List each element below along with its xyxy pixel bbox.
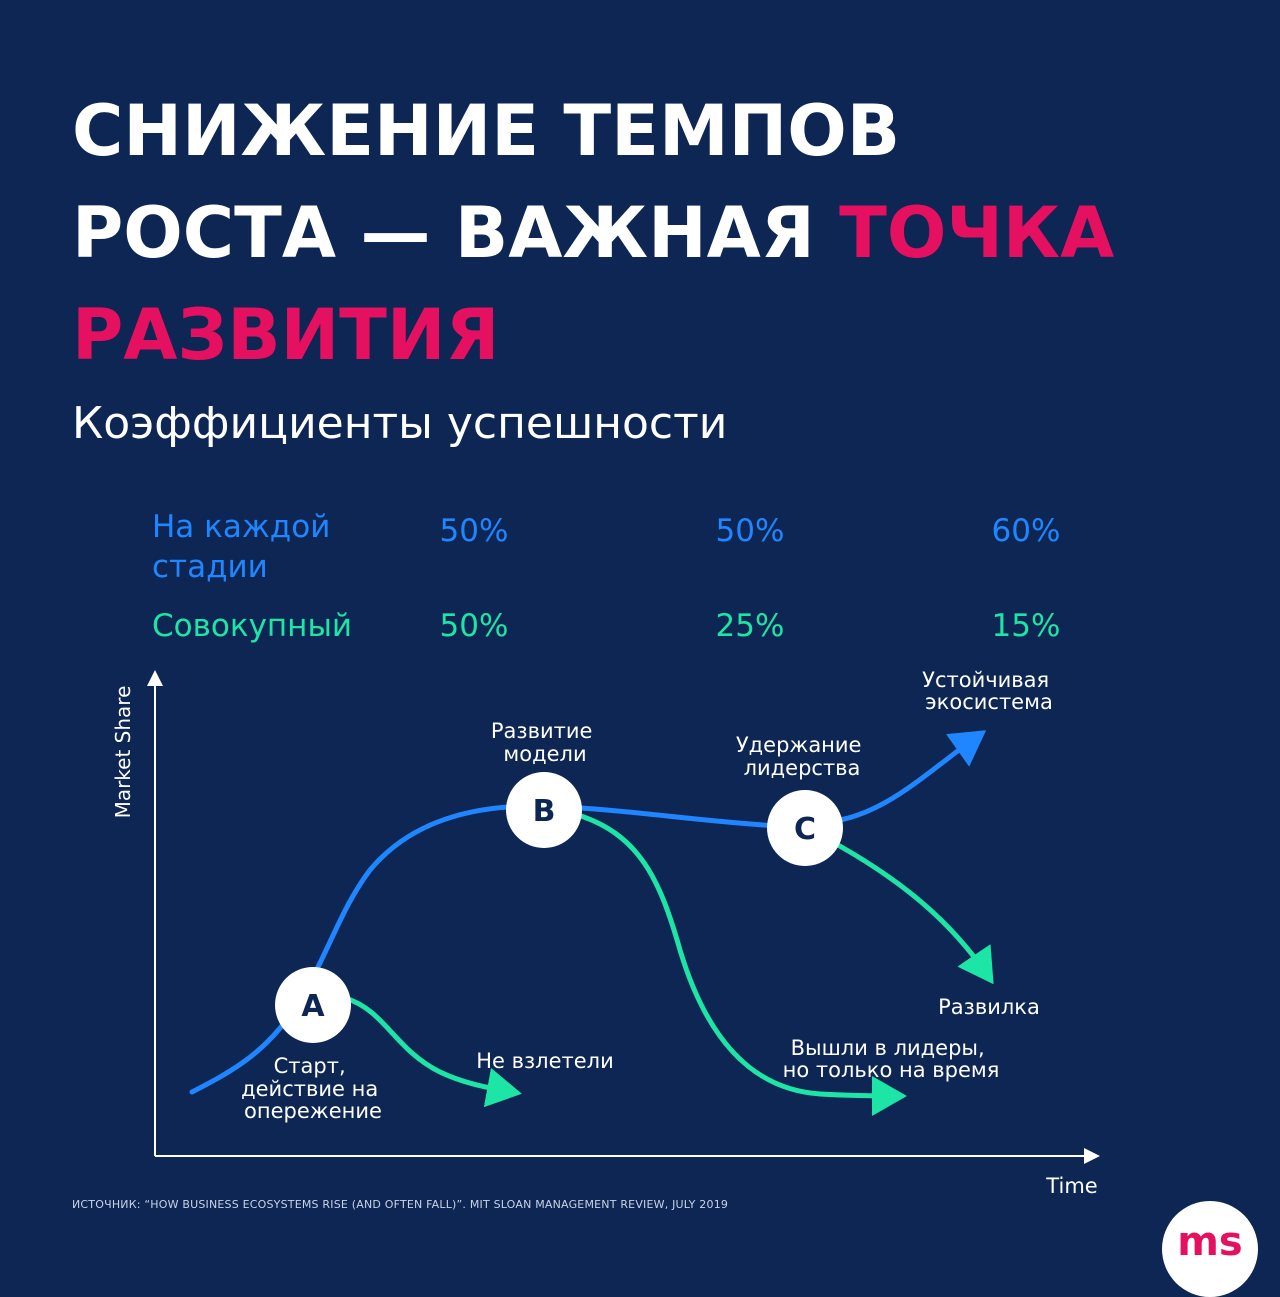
- label-model-development: Развитие модели: [491, 719, 599, 766]
- main-growth-curve: [189, 803, 783, 1095]
- source-note: ИСТОЧНИК: “HOW BUSINESS ECOSYSTEMS RISE …: [72, 1198, 729, 1211]
- cumulative-value-b: 25%: [715, 608, 785, 644]
- logo-text: ms: [1177, 1219, 1243, 1265]
- title-line-3: РАЗВИТИЯ: [72, 294, 500, 376]
- per-stage-value-b: 50%: [715, 513, 785, 549]
- per-stage-value-c: 60%: [991, 513, 1061, 549]
- y-axis: [147, 670, 163, 1156]
- branch-temporary-leaders: [575, 812, 907, 1116]
- y-axis-label: Market Share: [111, 686, 135, 819]
- label-start: Старт, действие на опережение: [241, 1054, 385, 1123]
- cumulative-label: Совокупный: [152, 608, 353, 644]
- cumulative-value-c: 15%: [991, 608, 1061, 644]
- title-line-1: СНИЖЕНИЕ ТЕМПОВ: [72, 90, 901, 172]
- y-axis-arrow-icon: [147, 670, 163, 686]
- x-axis-label: Time: [1045, 1174, 1097, 1198]
- ms-logo: ms: [1162, 1201, 1258, 1297]
- branch-fork: [835, 842, 994, 985]
- x-axis: [155, 1148, 1100, 1164]
- node-a: A: [275, 967, 351, 1043]
- title-line-2: РОСТА — ВАЖНАЯ: [72, 192, 815, 274]
- per-stage-label: На каждой стадии: [152, 509, 331, 585]
- title-accent-word: ТОЧКА: [839, 192, 1115, 274]
- label-fork: Развилка: [938, 995, 1040, 1019]
- svg-text:C: C: [794, 812, 816, 847]
- page-title: СНИЖЕНИЕ ТЕМПОВ РОСТА — ВАЖНАЯ ТОЧКА РАЗ…: [72, 80, 1114, 386]
- label-temporary-leaders: Вышли в лидеры, но только на время: [783, 1036, 1000, 1082]
- label-leadership-retention: Удержание лидерства: [736, 733, 868, 780]
- subtitle: Коэффициенты успешности: [72, 398, 728, 449]
- label-sustainable-ecosystem: Устойчивая экосистема: [922, 668, 1056, 714]
- per-stage-value-a: 50%: [439, 513, 509, 549]
- svg-text:A: A: [301, 989, 325, 1024]
- cumulative-value-a: 50%: [439, 608, 509, 644]
- svg-text:B: B: [533, 794, 556, 829]
- branch-not-taken-off: [342, 995, 522, 1108]
- branch-sustainable-ecosystem: [837, 730, 987, 823]
- label-not-taken-off: Не взлетели: [476, 1049, 614, 1073]
- x-axis-arrow-icon: [1084, 1148, 1100, 1164]
- node-c: C: [767, 790, 843, 866]
- node-b: B: [506, 772, 582, 848]
